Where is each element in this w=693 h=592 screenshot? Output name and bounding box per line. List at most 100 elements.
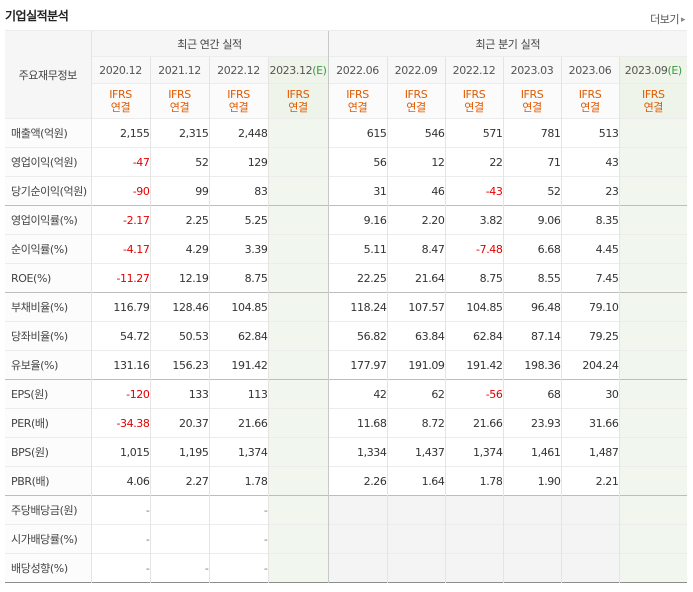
table-cell: 62 — [386, 379, 446, 409]
table-cell: 3.39 — [208, 234, 268, 264]
table-cell: 131.16 — [90, 350, 150, 380]
accounting-standard: IFRS 연결 — [502, 83, 562, 119]
table-cell — [444, 524, 504, 554]
consolidation-label: 연결 — [169, 101, 190, 114]
period-header: 2022.12 — [208, 56, 268, 84]
table-cell: 571 — [444, 118, 504, 148]
table-cell: -7.48 — [444, 234, 504, 264]
consolidation-label: 연결 — [580, 101, 600, 114]
table-cell — [267, 408, 329, 438]
table-cell: 52 — [149, 147, 209, 177]
table-cell: 2,155 — [90, 118, 150, 148]
table-cell: 68 — [502, 379, 562, 409]
table-cell — [560, 553, 620, 583]
standard-label: IFRS — [227, 88, 250, 101]
more-link[interactable]: 더보기 ▸ — [650, 11, 685, 27]
table-cell: 56.82 — [327, 321, 388, 351]
table-cell — [386, 524, 446, 554]
period-date: 2021.12 — [158, 63, 201, 77]
table-cell: 1,334 — [327, 437, 388, 467]
consolidation-label: 연결 — [464, 101, 484, 114]
table-cell: 5.11 — [327, 234, 388, 264]
financial-table: 주요재무정보 최근 연간 실적 최근 분기 실적 2020.12 2021.12 2… — [5, 30, 688, 583]
table-cell: 31 — [327, 176, 388, 206]
table-cell: 113 — [208, 379, 268, 409]
table-cell: -56 — [444, 379, 504, 409]
standard-label: IFRS — [346, 88, 369, 101]
standard-label: IFRS — [578, 88, 602, 101]
table-cell — [618, 147, 688, 177]
period-header: 2023.12(E) — [267, 56, 329, 84]
row-label: 영업이익(억원) — [5, 147, 91, 177]
table-cell: -120 — [90, 379, 150, 409]
table-cell — [386, 495, 446, 525]
standard-label: IFRS — [404, 88, 428, 101]
consolidation-label: 연결 — [347, 101, 368, 114]
table-cell: 191.42 — [444, 350, 504, 380]
table-cell: 4.06 — [90, 466, 150, 496]
table-cell — [618, 205, 688, 235]
table-cell: 1,487 — [560, 437, 620, 467]
table-cell: 87.14 — [502, 321, 562, 351]
table-cell: 22.25 — [327, 263, 388, 293]
table-cell: 20.37 — [149, 408, 209, 438]
table-row: 영업이익률(%) -2.17 2.25 5.25 9.16 2.20 3.82 9.06 8.3… — [5, 205, 688, 235]
table-cell: 128.46 — [149, 292, 209, 322]
more-link-label[interactable]: 더보기 — [650, 13, 679, 26]
table-row: 매출액(억원) 2,155 2,315 2,448 615 546 571 781 513 — [5, 118, 688, 148]
table-cell — [444, 495, 504, 525]
table-row: PER(배) -34.38 20.37 21.66 11.68 8.72 21.66 23.9… — [5, 408, 688, 438]
table-cell: - — [90, 524, 150, 554]
table-row: 영업이익(억원) -47 52 129 56 12 22 71 43 — [5, 147, 688, 177]
table-row: 당기순이익(억원) -90 99 83 31 46 -43 52 23 — [5, 176, 688, 206]
table-cell: 30 — [560, 379, 620, 409]
consolidation-label: 연결 — [643, 101, 664, 114]
table-row: 유보율(%) 131.16 156.23 191.42 177.97 191.09 191.… — [5, 350, 688, 380]
table-row: ROE(%) -11.27 12.19 8.75 22.25 21.64 8.75 8.55 7… — [5, 263, 688, 293]
period-date: 2023.09 — [624, 63, 668, 77]
accounting-standard: IFRS 연결 — [267, 83, 329, 119]
table-cell: - — [149, 553, 209, 583]
table-cell — [502, 495, 562, 525]
row-label: PBR(배) — [5, 466, 91, 496]
table-cell — [267, 437, 329, 467]
row-label: 당기순이익(억원) — [5, 176, 91, 206]
table-cell — [267, 553, 329, 583]
table-cell: 6.68 — [502, 234, 562, 264]
table-cell — [149, 524, 209, 554]
table-cell: 615 — [327, 118, 388, 148]
table-cell: - — [90, 495, 150, 525]
table-cell: 781 — [502, 118, 562, 148]
table-row: 순이익률(%) -4.17 4.29 3.39 5.11 8.47 -7.48 6.68 4.4… — [5, 234, 688, 264]
table-cell: -43 — [444, 176, 504, 206]
table-row: 주당배당금(원) - - — [5, 495, 688, 525]
table-cell: 42 — [327, 379, 388, 409]
table-cell: 107.57 — [386, 292, 446, 322]
table-cell — [618, 379, 688, 409]
consolidation-label: 연결 — [522, 101, 542, 114]
estimate-mark: (E) — [312, 63, 327, 77]
table-cell: 2.25 — [149, 205, 209, 235]
row-label: 당좌비율(%) — [5, 321, 91, 351]
table-cell — [560, 524, 620, 554]
table-cell — [618, 408, 688, 438]
period-header: 2022.06 — [327, 56, 388, 84]
table-cell: 116.79 — [90, 292, 150, 322]
table-cell: 54.72 — [90, 321, 150, 351]
table-cell: 83 — [208, 176, 268, 206]
period-date: 2022.12 — [217, 63, 260, 77]
table-cell: 79.10 — [560, 292, 620, 322]
table-cell: 21.64 — [386, 263, 446, 293]
table-cell: 1,374 — [444, 437, 504, 467]
table-cell: -34.38 — [90, 408, 150, 438]
table-cell — [618, 118, 688, 148]
table-cell: 191.09 — [386, 350, 446, 380]
table-cell: 1,461 — [502, 437, 562, 467]
table-cell: -90 — [90, 176, 150, 206]
consolidation-label: 연결 — [288, 101, 308, 114]
table-cell: 21.66 — [444, 408, 504, 438]
row-label: BPS(원) — [5, 437, 91, 467]
chevron-right-icon: ▸ — [680, 15, 686, 25]
table-cell — [267, 176, 329, 206]
